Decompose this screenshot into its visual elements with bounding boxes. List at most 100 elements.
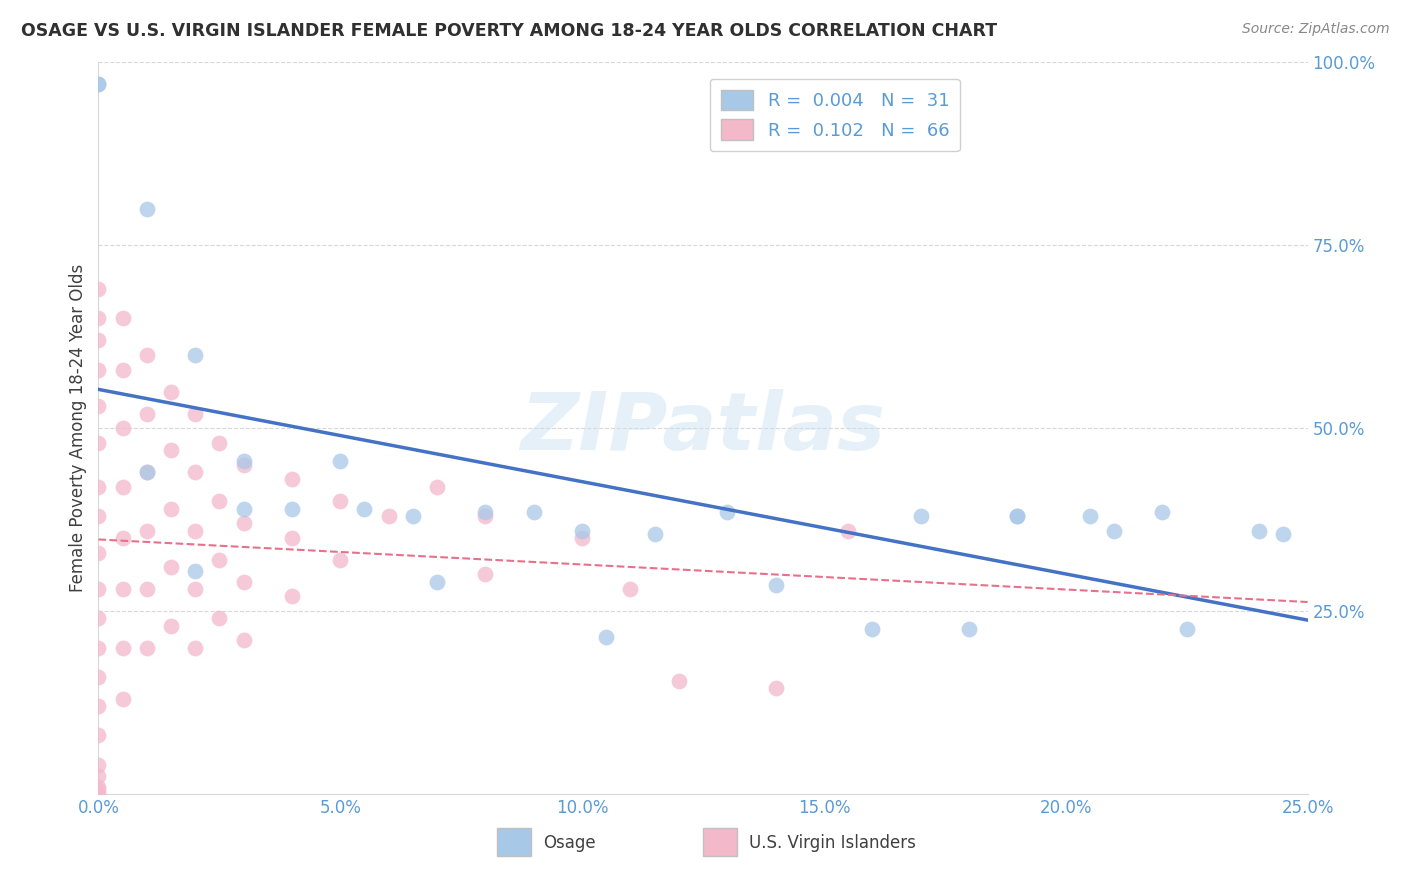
Point [111, 311, 134, 326]
Point [87, 582, 110, 596]
Point [619, 582, 641, 596]
Point [184, 407, 207, 421]
Point [281, 501, 304, 516]
Point [135, 465, 157, 479]
Point [135, 524, 157, 538]
Point [111, 362, 134, 376]
Point [135, 348, 157, 362]
Point [1175, 623, 1198, 637]
Point [474, 505, 496, 519]
Point [232, 516, 254, 531]
Point [716, 505, 738, 519]
FancyBboxPatch shape [703, 829, 737, 856]
Point [184, 524, 207, 538]
Point [87, 640, 110, 655]
Point [184, 640, 207, 655]
Point [765, 578, 787, 592]
Text: OSAGE VS U.S. VIRGIN ISLANDER FEMALE POVERTY AMONG 18-24 YEAR OLDS CORRELATION C: OSAGE VS U.S. VIRGIN ISLANDER FEMALE POV… [21, 22, 997, 40]
Text: Source: ZipAtlas.com: Source: ZipAtlas.com [1241, 22, 1389, 37]
Point [232, 501, 254, 516]
Point [135, 202, 157, 216]
Point [232, 633, 254, 648]
Point [208, 611, 231, 625]
Point [87, 78, 110, 92]
Point [765, 681, 787, 695]
Point [184, 564, 207, 578]
Point [111, 421, 134, 435]
Point [644, 527, 666, 541]
Point [571, 531, 593, 545]
Point [1152, 505, 1174, 519]
Point [87, 699, 110, 714]
Point [87, 769, 110, 783]
Point [595, 630, 617, 644]
Point [135, 465, 157, 479]
Point [135, 640, 157, 655]
Point [668, 673, 690, 688]
Point [184, 348, 207, 362]
Point [87, 787, 110, 801]
Point [426, 574, 449, 589]
Point [353, 501, 375, 516]
Point [87, 435, 110, 450]
Point [232, 454, 254, 468]
Point [87, 545, 110, 559]
Point [87, 783, 110, 797]
Point [87, 311, 110, 326]
Point [87, 334, 110, 348]
Point [426, 480, 449, 494]
Point [160, 618, 183, 632]
Point [329, 494, 352, 508]
Y-axis label: Female Poverty Among 18-24 Year Olds: Female Poverty Among 18-24 Year Olds [69, 264, 87, 592]
Point [160, 501, 183, 516]
Point [329, 553, 352, 567]
Point [160, 560, 183, 574]
Point [160, 443, 183, 458]
Point [1272, 527, 1295, 541]
Point [474, 567, 496, 582]
Point [135, 407, 157, 421]
Point [1007, 508, 1029, 523]
Text: U.S. Virgin Islanders: U.S. Virgin Islanders [749, 834, 915, 852]
Point [474, 508, 496, 523]
Point [208, 435, 231, 450]
Text: Osage: Osage [543, 834, 596, 852]
Point [87, 728, 110, 742]
Point [571, 524, 593, 538]
Point [281, 531, 304, 545]
Point [837, 524, 859, 538]
Point [87, 480, 110, 494]
Point [232, 458, 254, 472]
Text: ZIPatlas: ZIPatlas [520, 389, 886, 467]
Point [135, 582, 157, 596]
Point [87, 362, 110, 376]
Point [377, 508, 399, 523]
Point [184, 582, 207, 596]
Point [87, 670, 110, 684]
Point [910, 508, 932, 523]
Point [184, 465, 207, 479]
Point [1102, 524, 1125, 538]
Point [208, 553, 231, 567]
Point [523, 505, 546, 519]
Point [87, 611, 110, 625]
Point [111, 531, 134, 545]
Point [402, 508, 425, 523]
Point [232, 574, 254, 589]
Point [87, 780, 110, 794]
Point [87, 399, 110, 413]
Point [1078, 508, 1101, 523]
Point [860, 623, 883, 637]
Point [329, 454, 352, 468]
Point [111, 480, 134, 494]
Point [1007, 508, 1029, 523]
Point [281, 472, 304, 486]
Point [281, 590, 304, 604]
Legend: R =  0.004   N =  31, R =  0.102   N =  66: R = 0.004 N = 31, R = 0.102 N = 66 [710, 78, 960, 151]
Point [87, 282, 110, 296]
Point [111, 691, 134, 706]
Point [160, 384, 183, 399]
Point [1249, 524, 1271, 538]
Point [111, 640, 134, 655]
Point [87, 757, 110, 772]
